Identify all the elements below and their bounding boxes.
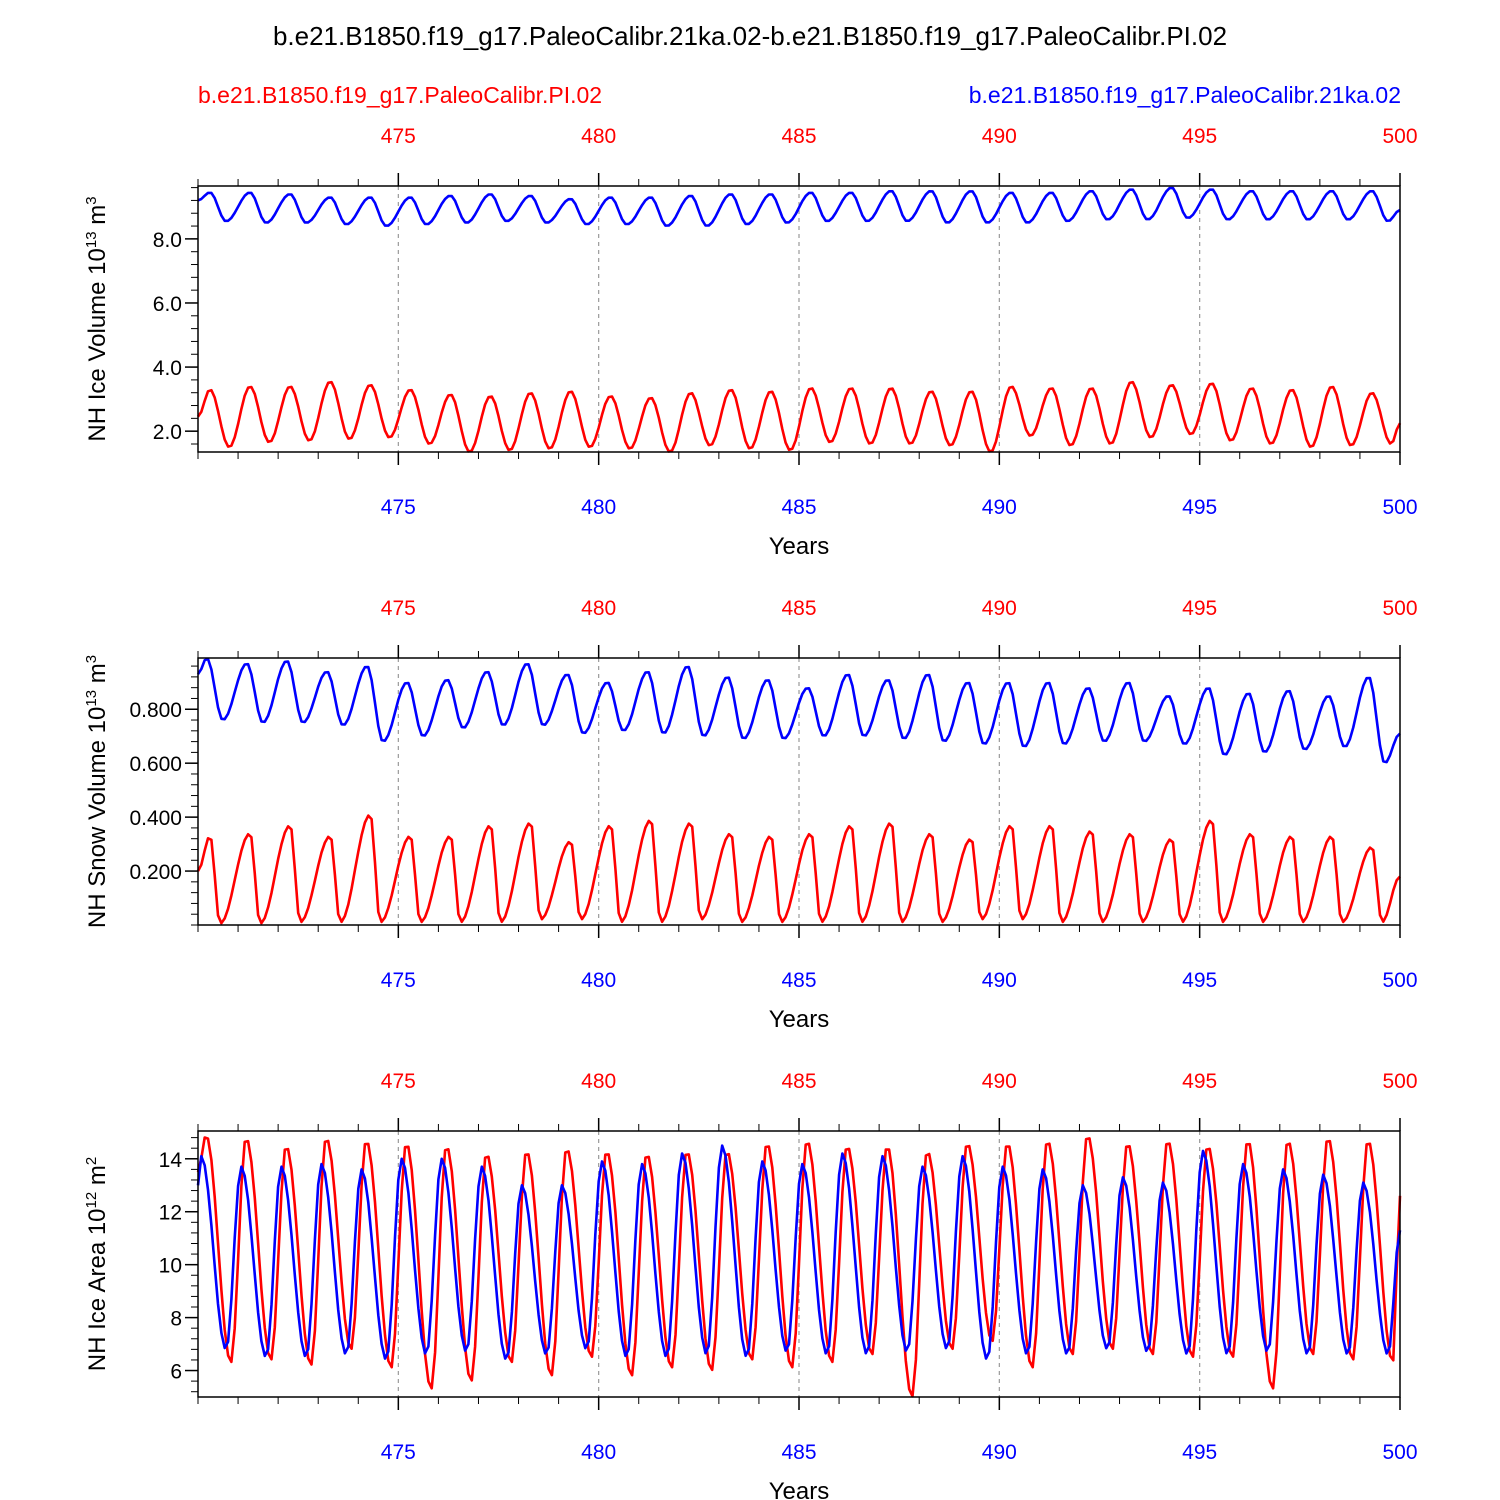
panel-ice-volume: 2.0 4.0 6.0 8.0 475 475 480 480 485 485 490 490 495 4… xyxy=(83,125,1418,560)
panel-ice-area: 6 8 10 12 14 475 475 480 480 485 485 490 490 495 495 50… xyxy=(83,1070,1418,1500)
x-tick-label-top: 495 xyxy=(1182,125,1217,148)
x-tick-label-bottom: 485 xyxy=(781,1441,816,1464)
x-tick-label-top: 485 xyxy=(781,125,816,148)
x-tick-label-bottom: 485 xyxy=(781,496,816,519)
x-tick-label-bottom: 480 xyxy=(581,1441,616,1464)
x-tick-label-top: 485 xyxy=(781,597,816,620)
x-tick-label-top: 485 xyxy=(781,1070,816,1093)
y-axis-title: NH Ice Area 1012 m2 xyxy=(83,1157,111,1371)
legend-pi-label: b.e21.B1850.f19_g17.PaleoCalibr.PI.02 xyxy=(198,82,602,108)
y-tick-label: 0.200 xyxy=(129,861,182,884)
x-tick-label-top: 475 xyxy=(381,597,416,620)
x-tick-label-bottom: 475 xyxy=(381,1441,416,1464)
y-tick-label: 0.600 xyxy=(129,753,182,776)
x-tick-label-top: 500 xyxy=(1382,125,1417,148)
x-tick-label-top: 500 xyxy=(1382,597,1417,620)
y-axis-title: NH Ice Volume 1013 m3 xyxy=(83,196,111,441)
panel-snow-volume: 0.200 0.400 0.600 0.800 475 475 480 480 485 485 49… xyxy=(83,597,1418,1033)
x-tick-label-top: 480 xyxy=(581,597,616,620)
y-axis-title: NH Snow Volume 1013 m3 xyxy=(83,655,111,928)
y-tick-label: 10 xyxy=(159,1255,182,1278)
figure-title: b.e21.B1850.f19_g17.PaleoCalibr.21ka.02-… xyxy=(273,21,1227,51)
y-tick-label: 2.0 xyxy=(153,421,182,444)
y-tick-label: 0.400 xyxy=(129,807,182,830)
y-tick-label: 8 xyxy=(170,1308,182,1331)
x-tick-label-top: 490 xyxy=(982,597,1017,620)
x-tick-label-bottom: 500 xyxy=(1382,1441,1417,1464)
x-tick-label-bottom: 480 xyxy=(581,969,616,992)
x-tick-label-bottom: 485 xyxy=(781,969,816,992)
x-axis-title: Years xyxy=(769,1006,830,1033)
x-tick-label-top: 475 xyxy=(381,1070,416,1093)
x-tick-label-top: 475 xyxy=(381,125,416,148)
x-tick-label-bottom: 495 xyxy=(1182,969,1217,992)
x-axis-title: Years xyxy=(769,533,830,560)
x-tick-label-top: 495 xyxy=(1182,597,1217,620)
x-tick-label-bottom: 490 xyxy=(982,969,1017,992)
x-tick-label-top: 480 xyxy=(581,125,616,148)
y-tick-label: 6.0 xyxy=(153,293,182,316)
series-line-pi xyxy=(196,1136,1402,1398)
x-tick-label-bottom: 475 xyxy=(381,496,416,519)
y-tick-label: 6 xyxy=(170,1361,182,1384)
series-line-lgm xyxy=(197,186,1401,227)
series-line-pi xyxy=(196,814,1401,925)
x-tick-label-top: 490 xyxy=(982,1070,1017,1093)
x-tick-label-bottom: 500 xyxy=(1382,969,1417,992)
y-tick-label: 14 xyxy=(159,1149,183,1172)
x-tick-label-top: 500 xyxy=(1382,1070,1417,1093)
x-tick-label-bottom: 495 xyxy=(1182,1441,1217,1464)
x-tick-label-bottom: 495 xyxy=(1182,496,1217,519)
y-tick-label: 12 xyxy=(159,1202,182,1225)
x-tick-label-bottom: 490 xyxy=(982,496,1017,519)
x-tick-label-top: 495 xyxy=(1182,1070,1217,1093)
series-line-pi xyxy=(196,380,1402,453)
legend-21ka-label: b.e21.B1850.f19_g17.PaleoCalibr.21ka.02 xyxy=(969,82,1401,108)
x-axis-title: Years xyxy=(769,1478,830,1500)
y-tick-label: 8.0 xyxy=(153,229,182,252)
x-tick-label-bottom: 490 xyxy=(982,1441,1017,1464)
y-tick-label: 4.0 xyxy=(153,357,182,380)
x-tick-label-top: 490 xyxy=(982,125,1017,148)
x-tick-label-bottom: 475 xyxy=(381,969,416,992)
x-tick-label-top: 480 xyxy=(581,1070,616,1093)
series-line-lgm xyxy=(196,1144,1402,1360)
y-tick-label: 0.800 xyxy=(129,699,182,722)
series-line-lgm xyxy=(196,657,1401,764)
x-tick-label-bottom: 480 xyxy=(581,496,616,519)
x-tick-label-bottom: 500 xyxy=(1382,496,1417,519)
